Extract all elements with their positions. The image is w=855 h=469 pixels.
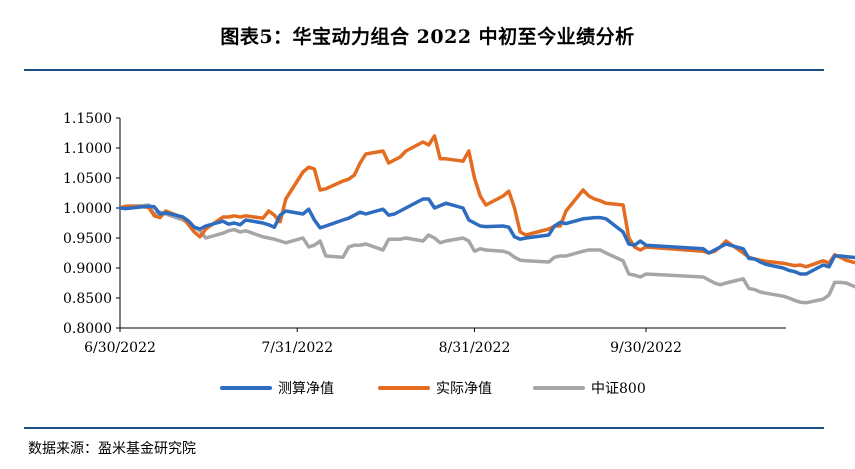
series-line-1 bbox=[118, 134, 855, 269]
series-line-2 bbox=[118, 203, 855, 305]
x-tick-label: 9/30/2022 bbox=[610, 340, 682, 356]
y-tick-label: 0.8000 bbox=[63, 321, 112, 337]
y-tick-label: 1.1000 bbox=[63, 141, 112, 157]
x-tick-label: 6/30/2022 bbox=[84, 340, 156, 356]
y-tick-label: 0.9000 bbox=[63, 261, 112, 277]
y-tick-label: 1.1500 bbox=[63, 111, 112, 127]
legend-label-1: 实际净值 bbox=[436, 381, 492, 397]
legend-label-0: 测算净值 bbox=[278, 381, 334, 397]
bottom-divider bbox=[24, 427, 824, 429]
y-tick-label: 0.8500 bbox=[63, 291, 112, 307]
chart-series bbox=[118, 134, 855, 305]
source-note: 数据来源：盈米基金研究院 bbox=[28, 441, 196, 457]
series-line-0 bbox=[118, 197, 855, 276]
chart-title: 图表5：华宝动力组合 2022 中初至今业绩分析 bbox=[220, 26, 635, 48]
y-tick-label: 0.9500 bbox=[63, 231, 112, 247]
chart-legend: 测算净值 实际净值 中证800 bbox=[220, 381, 646, 397]
chart-axes: 0.8000 0.8500 0.9000 0.9500 1.0000 1.0500 1.10… bbox=[63, 111, 786, 356]
legend-label-2: 中证800 bbox=[591, 381, 646, 397]
y-tick-label: 1.0500 bbox=[63, 171, 112, 187]
x-tick-label: 8/31/2022 bbox=[439, 340, 511, 356]
y-tick-label: 1.0000 bbox=[63, 201, 112, 217]
x-tick-label: 7/31/2022 bbox=[261, 340, 333, 356]
top-divider bbox=[24, 69, 824, 71]
